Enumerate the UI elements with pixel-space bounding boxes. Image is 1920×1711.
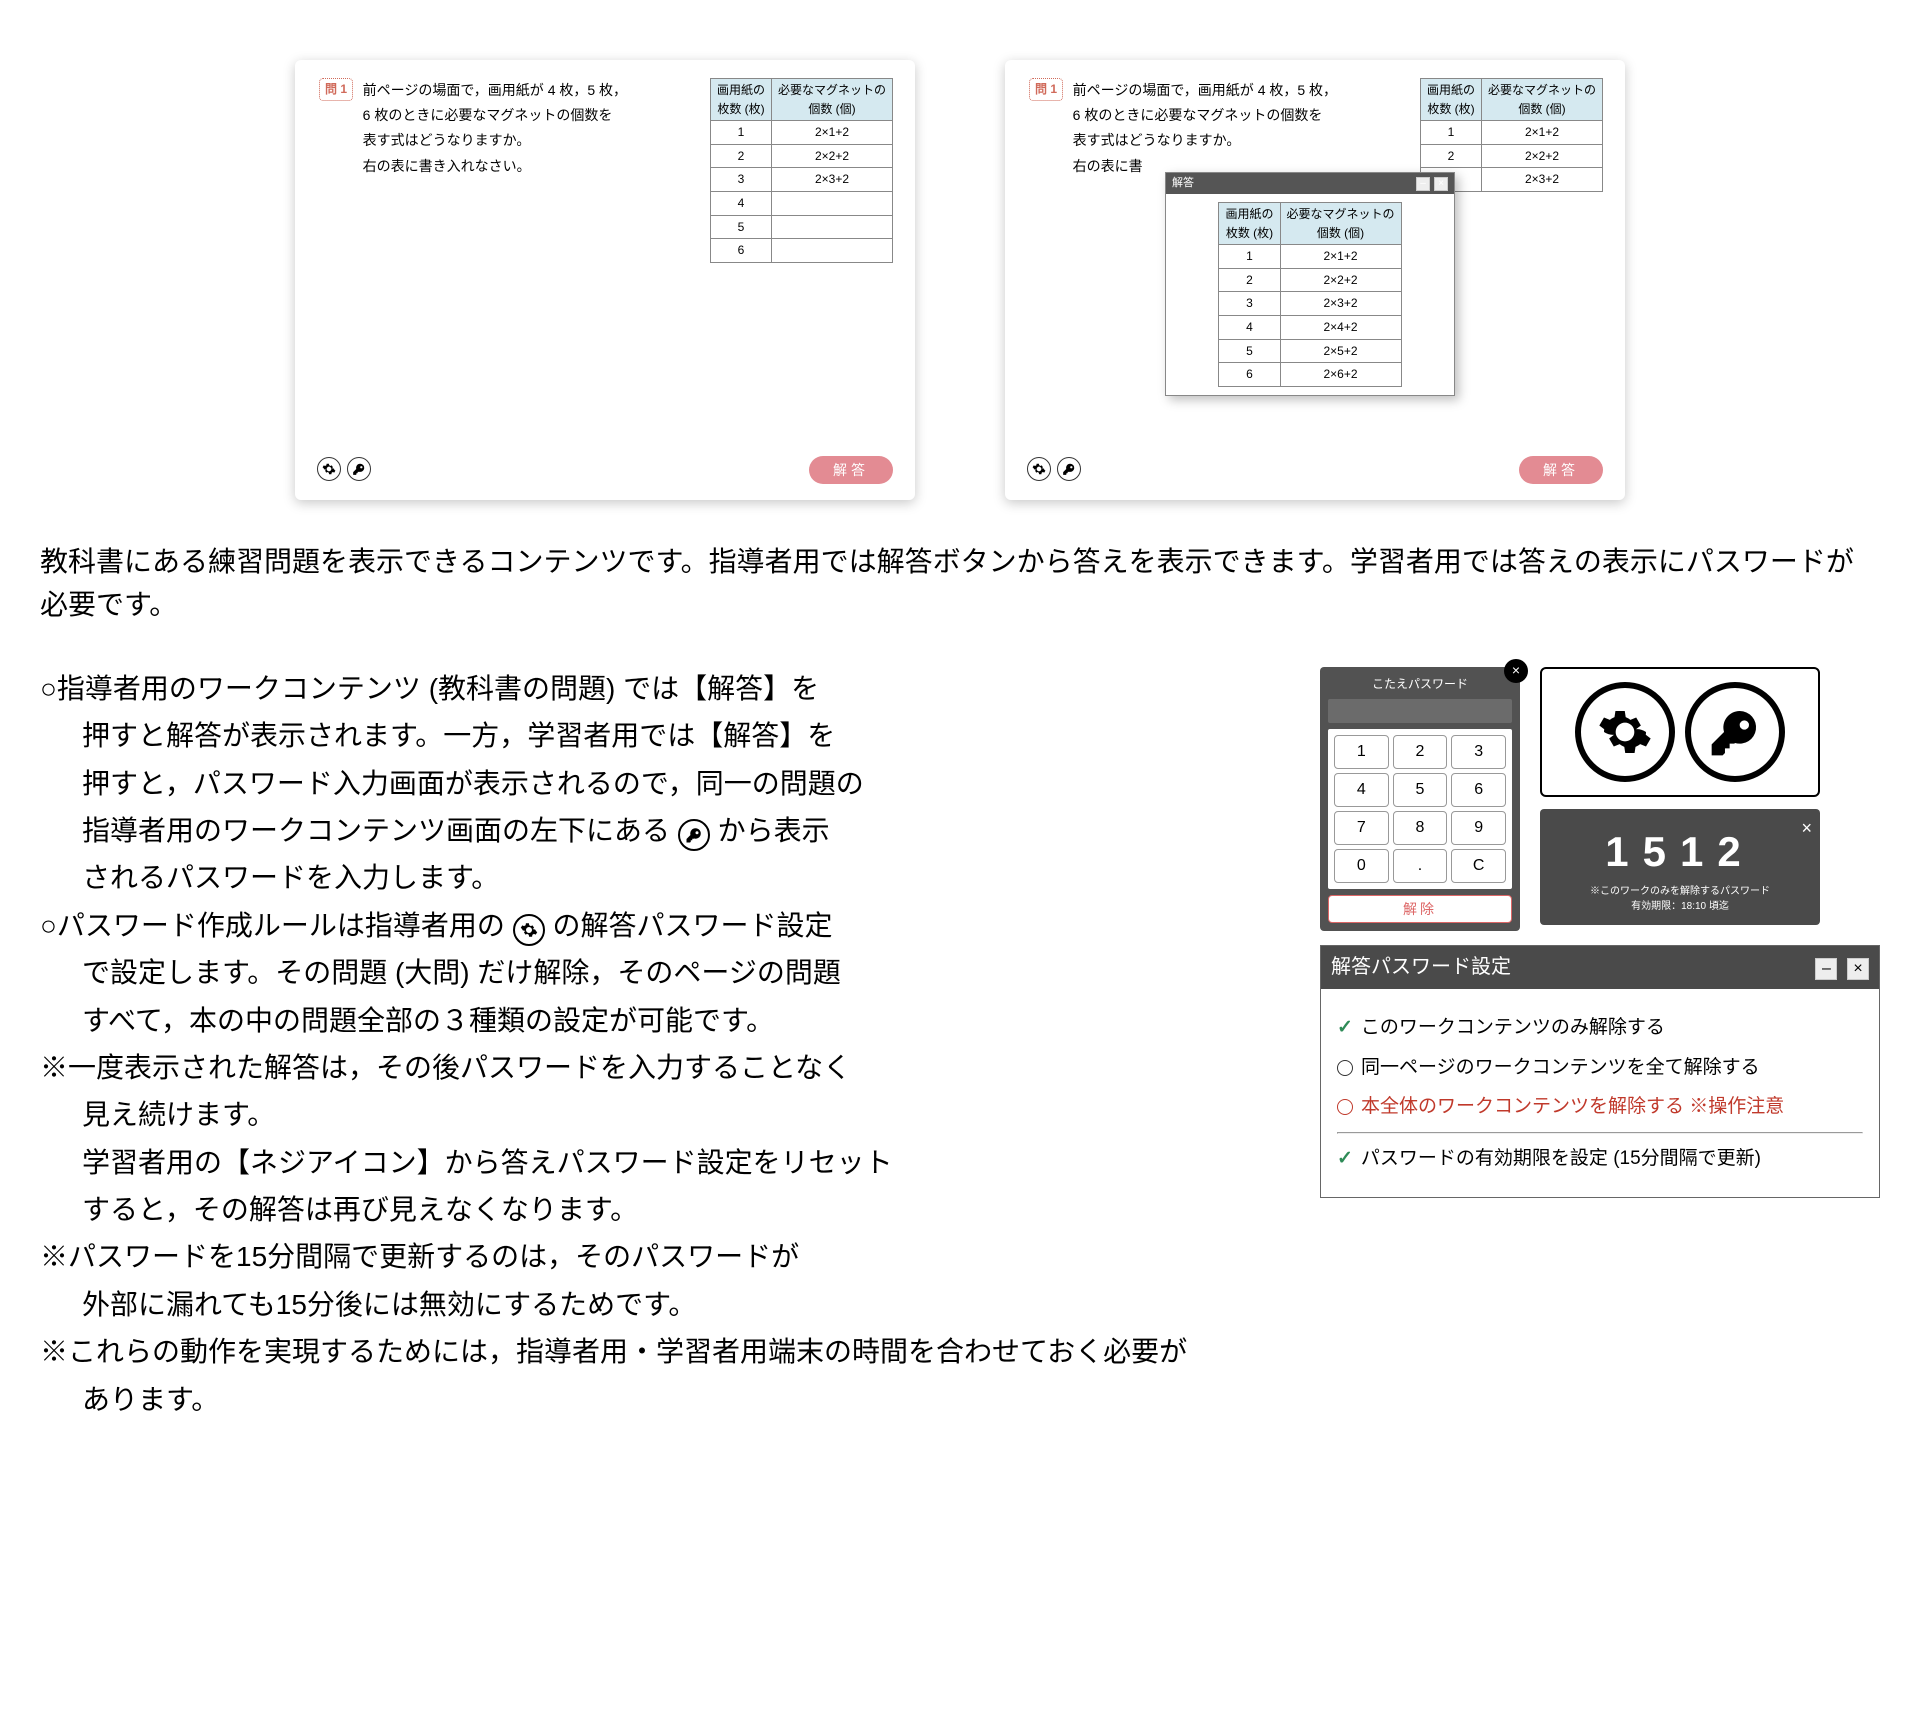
popup-title: 解答 [1172, 175, 1194, 192]
close-icon[interactable]: × [1801, 815, 1812, 843]
key-icon [678, 819, 710, 851]
answer-table: 画用紙の枚数 (枚) 必要なマグネットの個数 (個) 12×1+2 22×2+2… [1218, 202, 1401, 387]
minimize-icon[interactable]: – [1815, 958, 1837, 980]
keypad-display [1328, 699, 1512, 723]
settings-titlebar[interactable]: 解答パスワード設定 – × [1321, 946, 1879, 989]
q-line: 右の表に書き入れなさい。 [363, 158, 531, 174]
keypad-confirm-button[interactable]: 解除 [1328, 895, 1512, 923]
settings-option[interactable]: ✓ パスワードの有効期限を設定 (15分間隔で更新) [1337, 1144, 1863, 1173]
option-label: 同一ページのワークコンテンツを全て解除する [1361, 1053, 1760, 1082]
th: 画用紙の枚数 (枚) [710, 79, 771, 121]
keypad-key[interactable]: 3 [1451, 735, 1506, 769]
workcard-left: 問 1 前ページの場面で，画用紙が 4 枚，5 枚， 6 枚のときに必要なマグネ… [295, 60, 915, 500]
password-note: 有効期限：18:10 頃迄 [1554, 899, 1806, 915]
check-icon: ✓ [1337, 1144, 1353, 1173]
minimize-icon[interactable]: – [1416, 177, 1430, 191]
close-icon[interactable]: × [1847, 958, 1869, 980]
password-note: ※このワークのみを解除するパスワード [1554, 884, 1806, 900]
top-screenshots-row: 問 1 前ページの場面で，画用紙が 4 枚，5 枚， 6 枚のときに必要なマグネ… [40, 60, 1880, 500]
password-display: × 1512 ※このワークのみを解除するパスワード 有効期限：18:10 頃迄 [1540, 809, 1820, 925]
answer-button[interactable]: 解答 [809, 456, 893, 484]
option-warning: ※操作注意 [1684, 1096, 1784, 1117]
radio-icon [1337, 1060, 1353, 1076]
keypad-grid: 1 2 3 4 5 6 7 8 9 0 . C [1328, 729, 1512, 889]
question-text: 前ページの場面で，画用紙が 4 枚，5 枚， 6 枚のときに必要なマグネットの個… [363, 78, 683, 179]
check-icon: ✓ [1337, 1013, 1353, 1042]
close-icon[interactable]: × [1504, 659, 1528, 683]
password-settings-panel: 解答パスワード設定 – × ✓ このワークコンテンツのみ解除する 同一ページのワ… [1320, 945, 1880, 1198]
popup-titlebar[interactable]: 解答 – × [1166, 173, 1454, 194]
keypad-key[interactable]: 7 [1334, 811, 1389, 845]
keypad-key[interactable]: 0 [1334, 849, 1389, 883]
keypad-key[interactable]: . [1393, 849, 1448, 883]
option-label: このワークコンテンツのみ解除する [1361, 1013, 1665, 1042]
q-line: 前ページの場面で，画用紙が 4 枚，5 枚， [363, 82, 627, 98]
password-number: 1512 [1554, 819, 1806, 884]
keypad-key[interactable]: 9 [1451, 811, 1506, 845]
password-keypad: × こたえパスワード 1 2 3 4 5 6 7 8 9 0 . C 解除 [1320, 667, 1520, 932]
th: 必要なマグネットの個数 (個) [771, 79, 892, 121]
settings-option[interactable]: 同一ページのワークコンテンツを全て解除する [1337, 1053, 1863, 1082]
keypad-key[interactable]: 6 [1451, 773, 1506, 807]
question-table: 画用紙の枚数 (枚) 必要なマグネットの個数 (個) 12×1+2 22×2+2… [710, 78, 893, 263]
radio-icon [1337, 1099, 1353, 1115]
keypad-key[interactable]: 5 [1393, 773, 1448, 807]
intro-paragraph: 教科書にある練習問題を表示できるコンテンツです。指導者用では解答ボタンから答えを… [40, 540, 1880, 627]
note-3: あります。 [40, 1378, 1880, 1421]
question-badge: 問 1 [1029, 78, 1063, 101]
keypad-key[interactable]: 2 [1393, 735, 1448, 769]
q-line: 表す式はどうなりますか。 [363, 132, 531, 148]
settings-option[interactable]: ✓ このワークコンテンツのみ解除する [1337, 1013, 1863, 1042]
option-label: 本全体のワークコンテンツを解除する [1361, 1096, 1684, 1117]
key-icon[interactable] [347, 457, 371, 481]
icon-card [1540, 667, 1820, 797]
answer-popup: 解答 – × 画用紙の枚数 (枚) 必要なマグネットの個数 (個) 12×1+2… [1165, 172, 1455, 396]
keypad-key[interactable]: C [1451, 849, 1506, 883]
workcard-right: 問 1 前ページの場面で，画用紙が 4 枚，5 枚， 6 枚のときに必要なマグネ… [1005, 60, 1625, 500]
q-line: 6 枚のときに必要なマグネットの個数を [363, 107, 613, 123]
q-line: 前ページの場面で，画用紙が 4 枚，5 枚， [1073, 82, 1337, 98]
gear-icon[interactable] [1027, 457, 1051, 481]
gear-icon[interactable] [317, 457, 341, 481]
close-icon[interactable]: × [1434, 177, 1448, 191]
q-line: 表す式はどうなりますか。 [1073, 132, 1241, 148]
note-3: ※これらの動作を実現するためには，指導者用・学習者用端末の時間を合わせておく必要… [40, 1330, 1880, 1373]
gear-icon [513, 914, 545, 946]
q-line: 6 枚のときに必要なマグネットの個数を [1073, 107, 1323, 123]
answer-button[interactable]: 解答 [1519, 456, 1603, 484]
key-icon[interactable] [1057, 457, 1081, 481]
settings-title: 解答パスワード設定 [1331, 952, 1511, 983]
gear-icon[interactable] [1575, 682, 1675, 782]
key-icon[interactable] [1685, 682, 1785, 782]
q-line: 右の表に書 [1073, 158, 1143, 174]
settings-option[interactable]: 本全体のワークコンテンツを解除する ※操作注意 [1337, 1092, 1863, 1121]
option-label: パスワードの有効期限を設定 (15分間隔で更新) [1361, 1144, 1761, 1173]
question-text: 前ページの場面で，画用紙が 4 枚，5 枚， 6 枚のときに必要なマグネットの個… [1073, 78, 1393, 179]
explanation-text: ○指導者用のワークコンテンツ (教科書の問題) では【解答】を 押すと解答が表示… [40, 667, 1280, 1330]
keypad-key[interactable]: 8 [1393, 811, 1448, 845]
keypad-key[interactable]: 4 [1334, 773, 1389, 807]
keypad-key[interactable]: 1 [1334, 735, 1389, 769]
keypad-title: こたえパスワード [1328, 675, 1512, 694]
question-badge: 問 1 [319, 78, 353, 101]
